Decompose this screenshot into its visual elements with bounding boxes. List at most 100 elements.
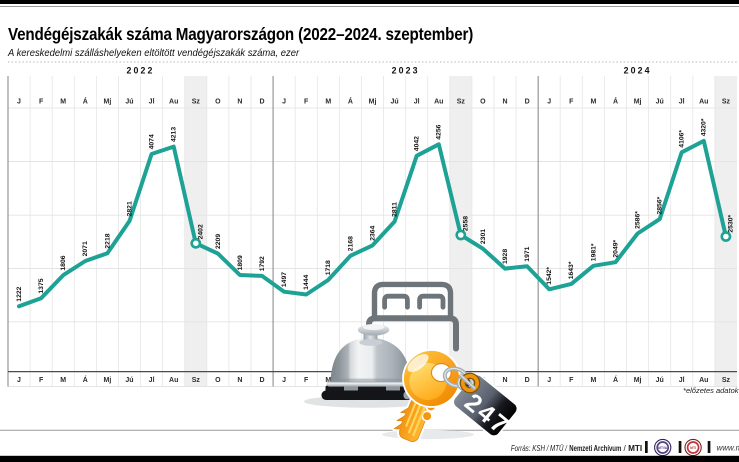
svg-text:Sz: Sz xyxy=(457,99,466,106)
svg-text:2530*: 2530* xyxy=(727,214,734,232)
svg-text:Jú: Jú xyxy=(125,99,133,106)
svg-text:1643*: 1643* xyxy=(568,261,575,279)
svg-text:M: M xyxy=(590,99,596,106)
svg-text:J: J xyxy=(282,377,286,384)
svg-text:2168: 2168 xyxy=(347,236,354,251)
svg-text:2209: 2209 xyxy=(215,234,222,249)
svg-text:*előzetes adatok: *előzetes adatok xyxy=(683,386,739,395)
svg-text:Á: Á xyxy=(348,97,353,106)
svg-text:Au: Au xyxy=(169,99,178,106)
svg-text:2049*: 2049* xyxy=(612,239,619,257)
svg-text:J: J xyxy=(282,99,286,106)
svg-text:D: D xyxy=(525,377,530,384)
svg-text:MTVA: MTVA xyxy=(658,446,667,450)
svg-text:Nemzeti Archívum: Nemzeti Archívum xyxy=(569,444,621,453)
svg-text:F: F xyxy=(304,99,309,106)
svg-text:Jú: Jú xyxy=(125,377,133,384)
svg-text:M: M xyxy=(60,377,66,384)
svg-text:4320*: 4320* xyxy=(701,118,708,136)
svg-text:MTI: MTI xyxy=(690,446,696,450)
svg-text:Mj: Mj xyxy=(104,99,112,106)
svg-text:2821: 2821 xyxy=(126,201,133,216)
svg-text:J: J xyxy=(17,99,21,106)
svg-text:Mj: Mj xyxy=(369,99,377,106)
svg-text:Jl: Jl xyxy=(149,99,155,106)
svg-text:M: M xyxy=(590,377,596,384)
svg-text:1444: 1444 xyxy=(303,275,310,290)
svg-text:1792: 1792 xyxy=(259,256,266,271)
svg-text:M: M xyxy=(325,377,331,384)
svg-text:N: N xyxy=(237,377,242,384)
svg-text:Forrás: KSH / MTÜ /: Forrás: KSH / MTÜ / xyxy=(511,443,568,453)
svg-text:1806: 1806 xyxy=(60,255,67,270)
svg-text:M: M xyxy=(60,99,66,106)
svg-text:O: O xyxy=(480,99,486,106)
svg-text:O: O xyxy=(215,99,221,106)
svg-text:Au: Au xyxy=(169,377,178,384)
svg-text:1222: 1222 xyxy=(16,286,23,301)
svg-text:Sz: Sz xyxy=(192,99,201,106)
svg-text:1971: 1971 xyxy=(524,246,531,261)
svg-text:1809: 1809 xyxy=(237,255,244,270)
svg-text:F: F xyxy=(39,377,44,384)
svg-text:1928: 1928 xyxy=(502,249,509,264)
svg-text:F: F xyxy=(569,99,574,106)
svg-text:N: N xyxy=(502,377,507,384)
svg-text:Au: Au xyxy=(699,377,708,384)
svg-text:2811: 2811 xyxy=(392,202,399,217)
svg-text:1497: 1497 xyxy=(281,272,288,287)
svg-text:2023: 2023 xyxy=(392,66,420,76)
svg-text:4042: 4042 xyxy=(414,136,421,151)
svg-text:D: D xyxy=(259,99,264,106)
svg-text:N: N xyxy=(502,99,507,106)
svg-text:J: J xyxy=(547,99,551,106)
svg-text:2586*: 2586* xyxy=(635,211,642,229)
svg-text:2558: 2558 xyxy=(462,216,469,231)
svg-text:Mj: Mj xyxy=(634,377,642,384)
svg-text:Jú: Jú xyxy=(656,377,664,384)
svg-text:Au: Au xyxy=(699,99,708,106)
svg-text:Sz: Sz xyxy=(722,99,731,106)
svg-text:2218: 2218 xyxy=(104,233,111,248)
svg-text:F: F xyxy=(569,377,574,384)
svg-text:D: D xyxy=(525,99,530,106)
svg-text:F: F xyxy=(304,377,309,384)
svg-text:M: M xyxy=(325,99,331,106)
svg-text:D: D xyxy=(259,377,264,384)
svg-text:2024: 2024 xyxy=(624,66,652,76)
svg-text:1718: 1718 xyxy=(325,260,332,275)
svg-text:2022: 2022 xyxy=(127,66,155,76)
svg-text:Jú: Jú xyxy=(656,99,664,106)
svg-text:O: O xyxy=(215,377,221,384)
svg-text:1981*: 1981* xyxy=(590,243,597,261)
svg-text:2301: 2301 xyxy=(480,229,487,244)
svg-text:2364: 2364 xyxy=(369,225,376,240)
svg-text:F: F xyxy=(39,99,44,106)
svg-text:Jl: Jl xyxy=(679,99,685,106)
svg-text:N: N xyxy=(237,99,242,106)
svg-text:J: J xyxy=(547,377,551,384)
svg-text:1375: 1375 xyxy=(38,278,45,293)
svg-text:Jl: Jl xyxy=(679,377,685,384)
svg-text:J: J xyxy=(17,377,21,384)
svg-text:2402: 2402 xyxy=(197,224,204,239)
svg-text:4106*: 4106* xyxy=(679,130,686,148)
svg-text:4213: 4213 xyxy=(171,127,178,142)
svg-text:Á: Á xyxy=(613,375,618,384)
svg-text:4256: 4256 xyxy=(436,124,443,139)
svg-text:Á: Á xyxy=(613,97,618,106)
svg-text:Mj: Mj xyxy=(104,377,112,384)
svg-text:1542*: 1542* xyxy=(546,267,553,285)
svg-text:www.mti.hu: www.mti.hu xyxy=(717,443,739,452)
svg-text:Jl: Jl xyxy=(149,377,155,384)
svg-text:Mj: Mj xyxy=(634,99,642,106)
svg-text:2856*: 2856* xyxy=(657,196,664,214)
svg-text:2071: 2071 xyxy=(82,241,89,256)
svg-text:/ MTI: / MTI xyxy=(624,444,643,453)
svg-text:Á: Á xyxy=(83,375,88,384)
svg-text:Sz: Sz xyxy=(722,377,731,384)
svg-text:Jú: Jú xyxy=(391,99,399,106)
svg-text:Á: Á xyxy=(83,97,88,106)
svg-text:4074: 4074 xyxy=(149,134,156,149)
svg-text:Jl: Jl xyxy=(414,99,420,106)
